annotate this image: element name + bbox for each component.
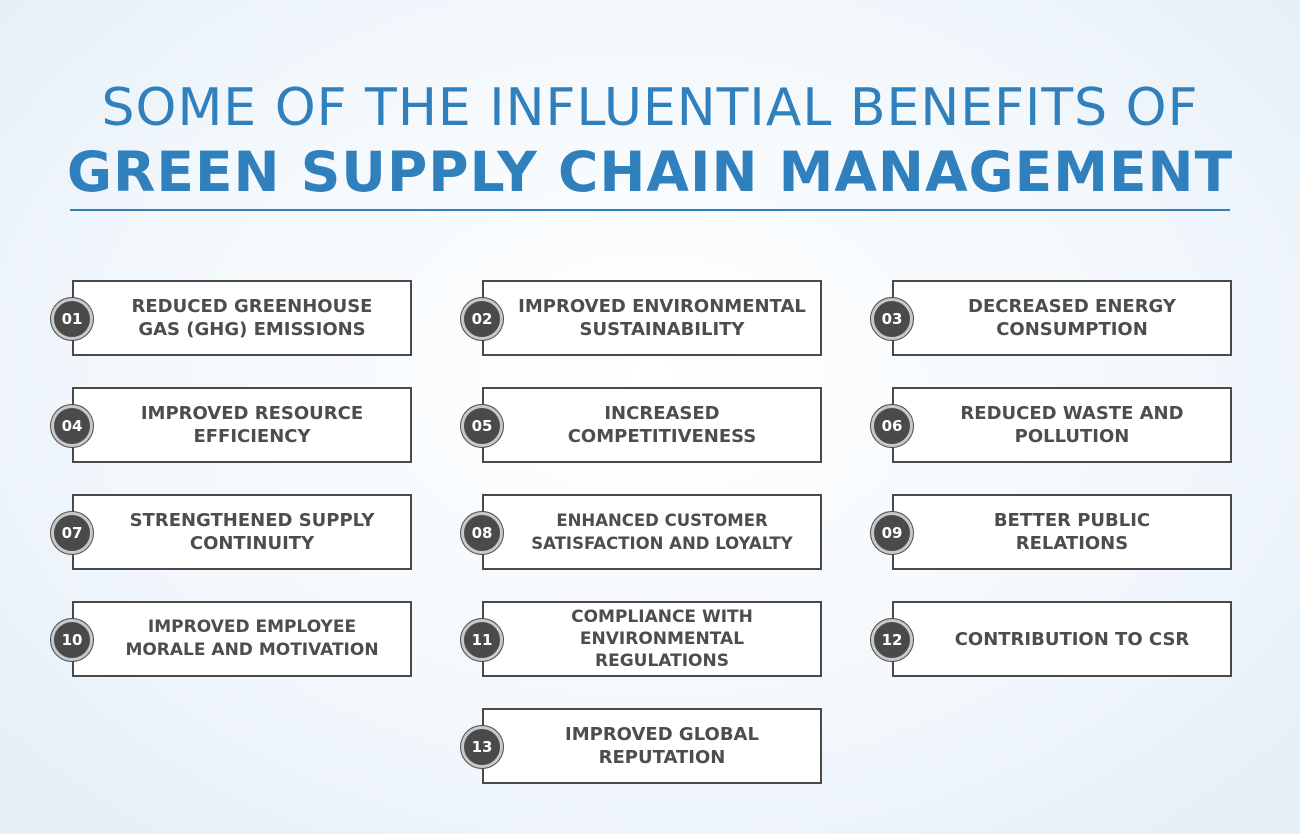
number-badge-07: 07 xyxy=(51,512,93,554)
title-line-2: GREEN SUPPLY CHAIN MANAGEMENT xyxy=(66,140,1234,204)
benefit-card-03: DECREASED ENERGY CONSUMPTION xyxy=(892,280,1232,356)
benefit-label: CONTRIBUTION TO CSR xyxy=(954,628,1190,650)
benefit-label: IMPROVED ENVIRONMENTAL SUSTAINABILITY xyxy=(518,296,806,340)
number-badge-06: 06 xyxy=(871,405,913,447)
benefit-card-07: STRENGTHENED SUPPLY CONTINUITY xyxy=(72,494,412,570)
benefit-card-12: CONTRIBUTION TO CSR xyxy=(892,601,1232,677)
benefit-label: DECREASED ENERGY CONSUMPTION xyxy=(968,296,1176,340)
number-badge-13: 13 xyxy=(461,726,503,768)
benefit-label: BETTER PUBLIC RELATIONS xyxy=(993,510,1151,554)
title-underline xyxy=(70,209,1230,211)
benefit-label: IMPROVED EMPLOYEE MORALE AND MOTIVATION xyxy=(125,617,379,660)
benefit-card-11: COMPLIANCE WITH ENVIRONMENTAL REGULATION… xyxy=(482,601,822,677)
benefit-label: INCREASED COMPETITIVENESS xyxy=(567,403,757,447)
number-badge-03: 03 xyxy=(871,298,913,340)
benefit-card-08: ENHANCED CUSTOMER SATISFACTION AND LOYAL… xyxy=(482,494,822,570)
benefit-label: REDUCED WASTE AND POLLUTION xyxy=(960,403,1184,447)
benefit-label: REDUCED GREENHOUSE GAS (GHG) EMISSIONS xyxy=(131,296,373,340)
number-badge-12: 12 xyxy=(871,619,913,661)
number-badge-04: 04 xyxy=(51,405,93,447)
benefit-label: IMPROVED GLOBAL REPUTATION xyxy=(565,724,759,768)
benefit-card-13: IMPROVED GLOBAL REPUTATION xyxy=(482,708,822,784)
benefit-label: IMPROVED RESOURCE EFFICIENCY xyxy=(140,403,364,447)
number-badge-11: 11 xyxy=(461,619,503,661)
benefit-label: ENHANCED CUSTOMER SATISFACTION AND LOYAL… xyxy=(531,511,793,553)
title-line-1: SOME OF THE INFLUENTIAL BENEFITS OF xyxy=(101,78,1199,138)
number-badge-05: 05 xyxy=(461,405,503,447)
benefit-card-09: BETTER PUBLIC RELATIONS xyxy=(892,494,1232,570)
benefit-card-01: REDUCED GREENHOUSE GAS (GHG) EMISSIONS xyxy=(72,280,412,356)
number-badge-02: 02 xyxy=(461,298,503,340)
number-badge-08: 08 xyxy=(461,512,503,554)
number-badge-01: 01 xyxy=(51,298,93,340)
benefit-label: STRENGTHENED SUPPLY CONTINUITY xyxy=(129,510,375,554)
benefit-card-06: REDUCED WASTE AND POLLUTION xyxy=(892,387,1232,463)
benefit-label: COMPLIANCE WITH ENVIRONMENTAL REGULATION… xyxy=(571,607,753,671)
benefit-card-05: INCREASED COMPETITIVENESS xyxy=(482,387,822,463)
number-badge-09: 09 xyxy=(871,512,913,554)
benefit-card-02: IMPROVED ENVIRONMENTAL SUSTAINABILITY xyxy=(482,280,822,356)
benefit-card-10: IMPROVED EMPLOYEE MORALE AND MOTIVATION xyxy=(72,601,412,677)
benefit-card-04: IMPROVED RESOURCE EFFICIENCY xyxy=(72,387,412,463)
number-badge-10: 10 xyxy=(51,619,93,661)
